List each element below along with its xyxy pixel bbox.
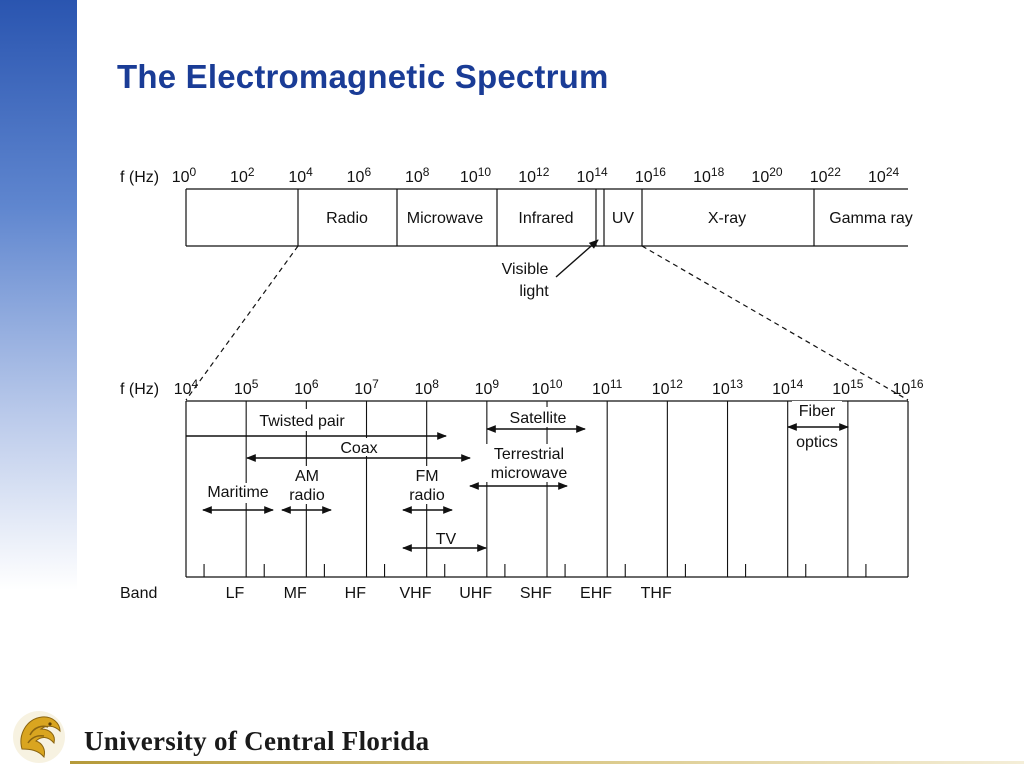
- upper-tick-label: 102: [230, 165, 255, 186]
- tv-label-bg: [430, 528, 462, 548]
- institution-name: University of Central Florida: [84, 726, 430, 756]
- pegasus-logo-icon: [13, 711, 65, 763]
- band-label: VHF: [400, 585, 432, 602]
- band-label: EHF: [580, 585, 612, 602]
- spectrum-diagram: f (Hz) 100 102 104 106 108 1010 1012 1014 1016 10…: [120, 165, 924, 602]
- band-label: LF: [226, 585, 245, 602]
- lower-tick-label: 109: [475, 377, 500, 398]
- lower-tick-label: 108: [414, 377, 439, 398]
- twisted-pair-label: Twisted pair: [259, 413, 345, 430]
- terrestrial-label-bg: [486, 444, 576, 482]
- satellite-label-bg: [500, 407, 576, 427]
- tv-label: TV: [436, 531, 457, 548]
- fm-label-1: FM: [415, 468, 438, 485]
- am-label-bg: [285, 466, 329, 504]
- footer-rule: [70, 761, 1024, 764]
- visible-light-arrow: [555, 239, 599, 278]
- lower-tick-label: 1012: [652, 377, 683, 398]
- band-label: UHF: [459, 585, 492, 602]
- lower-tick-label: 107: [354, 377, 379, 398]
- upper-tick-label: 100: [172, 165, 197, 186]
- region-uv: UV: [612, 210, 635, 227]
- lower-tick-label: 1015: [832, 377, 863, 398]
- side-accent-bar: [0, 0, 77, 590]
- lower-tick-label: 1013: [712, 377, 743, 398]
- region-microwave: Microwave: [407, 210, 484, 227]
- upper-tick-label: 104: [288, 165, 313, 186]
- band-axis-label: Band: [120, 585, 157, 602]
- lower-tick-labels: 104 105 106 107 108 109 1010 1011 1012 1013 1014 10…: [174, 377, 924, 398]
- upper-axis-label: f (Hz): [120, 169, 159, 186]
- region-infrared: Infrared: [518, 210, 573, 227]
- upper-tick-label: 1020: [751, 165, 782, 186]
- band-label: MF: [284, 585, 307, 602]
- fm-label-2: radio: [409, 487, 445, 504]
- upper-tick-label: 108: [405, 165, 430, 186]
- lower-tick-label: 1011: [592, 377, 623, 398]
- upper-tick-label: 106: [347, 165, 372, 186]
- visible-light-label-1: Visible: [502, 261, 549, 278]
- am-label-2: radio: [289, 487, 325, 504]
- fiber-label-1: Fiber: [799, 403, 836, 420]
- fiber-label-bg: [792, 401, 842, 421]
- upper-tick-label: 1010: [460, 165, 491, 186]
- coax-label: Coax: [340, 440, 377, 457]
- upper-spectrum-scale: f (Hz) 100 102 104 106 108 1010 1012 1014 1016 10…: [120, 165, 913, 300]
- upper-tick-labels: 100 102 104 106 108 1010 1012 1014 1016 1018 1020 1…: [172, 165, 900, 186]
- band-tick-marks: [203, 564, 867, 577]
- upper-tick-label: 1012: [518, 165, 549, 186]
- band-label: THF: [641, 585, 672, 602]
- terrestrial-label-2: microwave: [491, 465, 568, 482]
- lower-axis-label: f (Hz): [120, 381, 159, 398]
- maritime-label-bg: [202, 483, 274, 503]
- slide-title: The Electromagnetic Spectrum: [117, 58, 609, 95]
- upper-tick-label: 1022: [810, 165, 841, 186]
- optics-label-bg: [792, 432, 842, 452]
- lower-spectrum-scale: f (Hz) 104 105 106 107 108 109 1010 1011 1012 101…: [120, 377, 924, 602]
- satellite-label: Satellite: [510, 410, 567, 427]
- upper-tick-label: 1024: [868, 165, 899, 186]
- twisted-pair-label-bg: [250, 409, 355, 431]
- lower-tick-label: 106: [294, 377, 319, 398]
- band-label: HF: [345, 585, 367, 602]
- upper-tick-label: 1018: [693, 165, 724, 186]
- upper-tick-label: 1016: [635, 165, 666, 186]
- am-label-1: AM: [295, 468, 319, 485]
- zoom-guide-right: [641, 245, 909, 401]
- lower-tick-label: 1014: [772, 377, 803, 398]
- lower-tick-label: 105: [234, 377, 259, 398]
- maritime-label: Maritime: [207, 484, 268, 501]
- band-labels: LF MF HF VHF UHF SHF EHF THF: [226, 585, 672, 602]
- zoom-guide-left: [185, 245, 299, 401]
- fm-label-bg: [405, 466, 449, 504]
- band-label: SHF: [520, 585, 552, 602]
- lower-tick-label: 1010: [531, 377, 562, 398]
- upper-tick-label: 1014: [577, 165, 608, 186]
- lower-tick-label: 104: [174, 377, 199, 398]
- terrestrial-label-1: Terrestrial: [494, 446, 564, 463]
- visible-light-label-2: light: [519, 283, 549, 300]
- region-radio: Radio: [326, 210, 368, 227]
- region-x-ray: X-ray: [708, 210, 746, 227]
- lower-tick-label: 1016: [892, 377, 923, 398]
- fiber-label-2: optics: [796, 434, 838, 451]
- region-gamma-ray: Gamma ray: [829, 210, 913, 227]
- coax-label-bg: [334, 438, 384, 456]
